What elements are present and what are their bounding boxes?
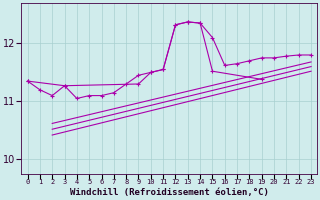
X-axis label: Windchill (Refroidissement éolien,°C): Windchill (Refroidissement éolien,°C): [70, 188, 269, 197]
